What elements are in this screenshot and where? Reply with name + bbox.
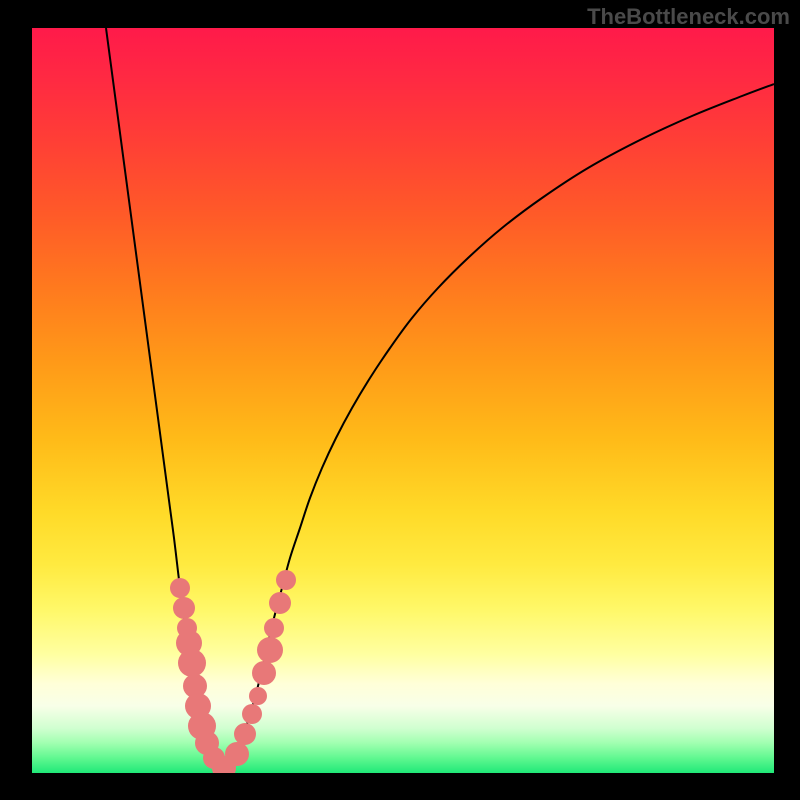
- data-marker: [173, 597, 195, 619]
- bottleneck-chart-svg: [32, 28, 774, 773]
- data-marker: [234, 723, 256, 745]
- plot-area: [32, 28, 774, 773]
- data-marker: [170, 578, 190, 598]
- data-marker: [252, 661, 276, 685]
- data-marker: [257, 637, 283, 663]
- data-marker: [249, 687, 267, 705]
- data-marker: [264, 618, 284, 638]
- data-marker: [269, 592, 291, 614]
- data-marker: [276, 570, 296, 590]
- watermark-text: TheBottleneck.com: [587, 4, 790, 30]
- data-marker: [225, 742, 249, 766]
- data-marker: [178, 649, 206, 677]
- chart-container: TheBottleneck.com: [0, 0, 800, 800]
- data-marker: [242, 704, 262, 724]
- gradient-background: [32, 28, 774, 773]
